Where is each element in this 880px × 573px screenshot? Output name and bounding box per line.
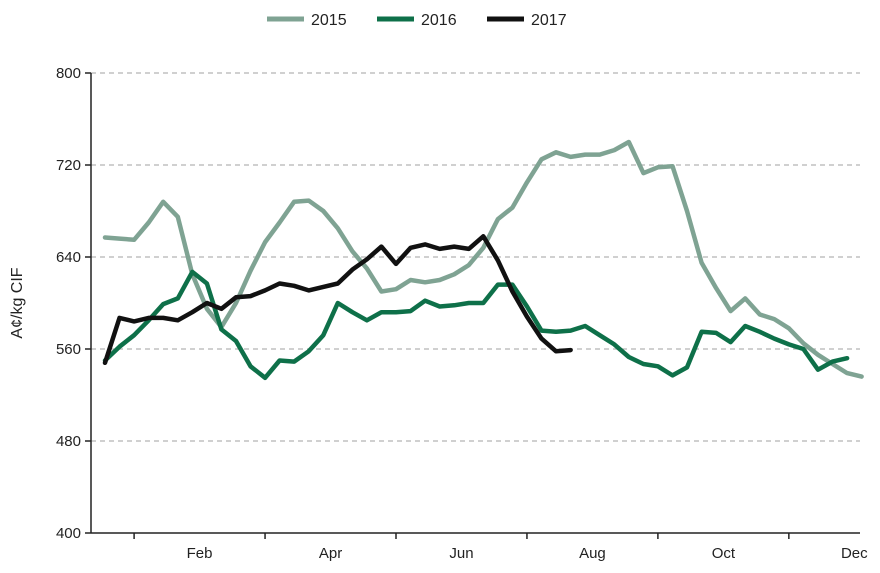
series-lines — [102, 139, 864, 381]
x-tick-labels: Feb Apr Jun Aug Oct Dec — [133, 533, 868, 562]
series-line-2016 — [102, 269, 850, 381]
x-tick-label: Apr — [319, 545, 342, 562]
x-tick-label: Oct — [712, 545, 736, 562]
y-axis-title: A¢/kg CIF — [9, 267, 26, 338]
y-tick-labels: 400 480 560 640 720 800 — [56, 65, 91, 542]
x-tick-label: Aug — [579, 545, 606, 562]
series-line-2017 — [102, 234, 573, 366]
legend: 2015 2016 2017 — [267, 12, 567, 29]
y-tick-label: 640 — [56, 249, 81, 266]
y-tick-label: 480 — [56, 433, 81, 450]
x-tick-label: Feb — [187, 545, 213, 562]
axes — [90, 73, 860, 534]
y-tick-label: 720 — [56, 157, 81, 174]
x-tick-label: Jun — [449, 545, 473, 562]
legend-label-2017: 2017 — [531, 12, 567, 29]
legend-label-2016: 2016 — [421, 12, 457, 29]
gridlines — [91, 72, 860, 442]
series-line-2015 — [102, 139, 864, 379]
x-tick-label: Dec — [841, 545, 868, 562]
y-tick-label: 800 — [56, 65, 81, 82]
legend-label-2015: 2015 — [311, 12, 347, 29]
y-tick-label: 560 — [56, 341, 81, 358]
y-tick-label: 400 — [56, 525, 81, 542]
